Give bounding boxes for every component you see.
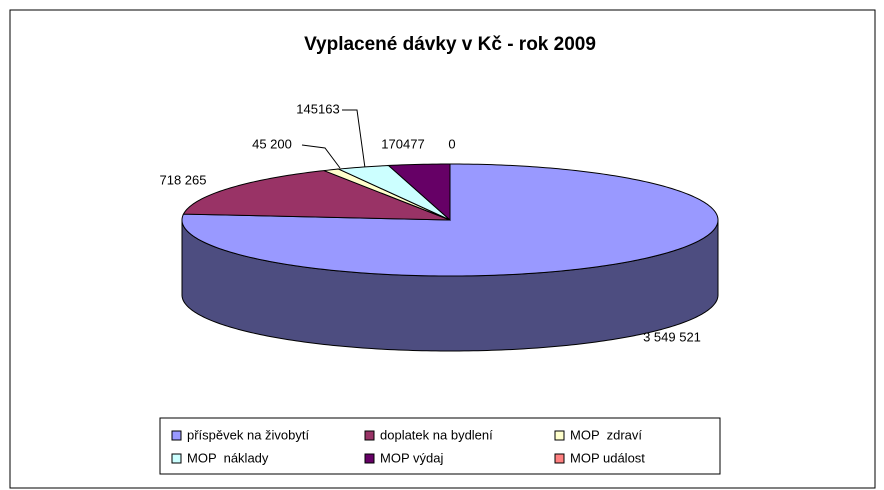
data-label: 45 200 [252, 136, 292, 151]
data-label: 3 549 521 [643, 329, 701, 344]
legend-label: MOP výdaj [380, 450, 443, 465]
legend-swatch [554, 453, 565, 464]
legend-swatch [364, 453, 375, 464]
data-label: 0 [448, 136, 455, 151]
leader-line [342, 109, 366, 169]
legend-swatch [171, 453, 182, 464]
leader-line [301, 144, 341, 169]
legend-label: MOP zdraví [570, 427, 642, 442]
chart-title: Vyplacené dávky v Kč - rok 2009 [304, 34, 596, 55]
legend-frame [159, 417, 721, 475]
slice [182, 170, 451, 221]
legend-swatch [554, 430, 565, 441]
legend-label: MOP náklady [187, 450, 269, 465]
legend-label: MOP událost [570, 450, 645, 465]
data-label: 145163 [296, 101, 339, 116]
legend-swatch [364, 430, 375, 441]
legend-swatch [171, 430, 182, 441]
legend-label: příspěvek na živobytí [187, 427, 310, 442]
slice [181, 163, 719, 277]
data-label: 718 265 [160, 172, 207, 187]
slice [387, 163, 451, 222]
legend-label: doplatek na bydlení [380, 427, 493, 442]
data-label: 170477 [381, 136, 424, 151]
slice [336, 164, 451, 221]
